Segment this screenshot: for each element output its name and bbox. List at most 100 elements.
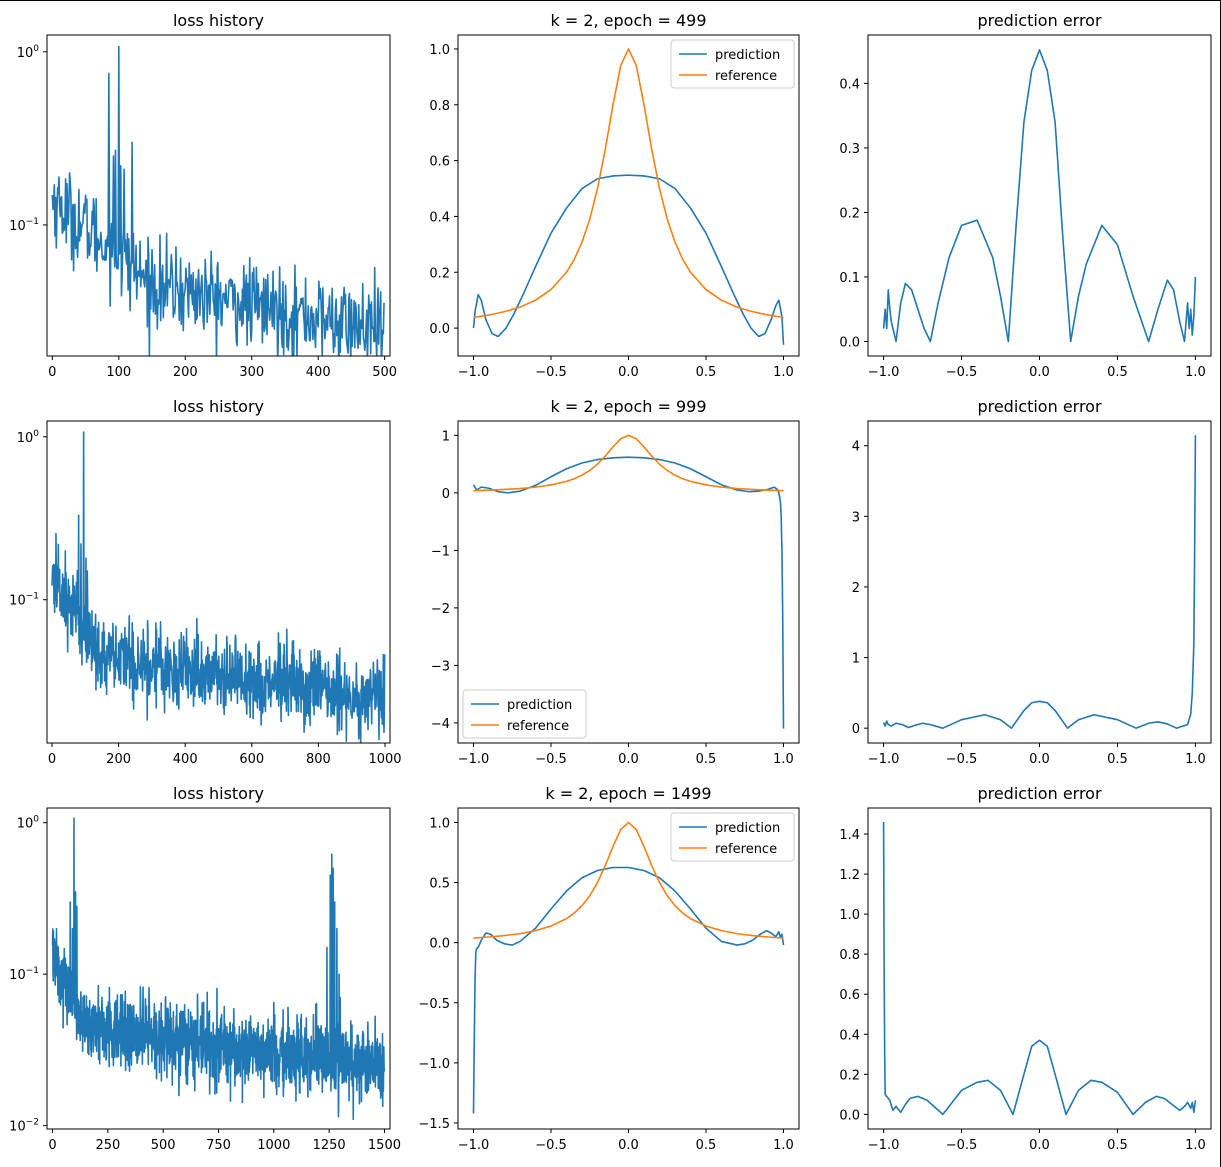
y-tick-label: 1.0: [429, 43, 450, 58]
axes-frame: [46, 807, 391, 1130]
error-series-line: [882, 49, 1197, 343]
x-tick-label: 0.5: [1107, 1138, 1128, 1153]
x-tick-label: 0.0: [1029, 365, 1050, 380]
x-tick-label: 1000: [257, 1138, 290, 1153]
legend-box: [462, 689, 587, 739]
subplot-8: k = 2, epoch = 1499 −1.0 −0.5 0.0 0.5 1.0 −1.5…: [418, 784, 800, 1153]
x-tick-label: 1.0: [1185, 365, 1206, 380]
y-tick-label: 4: [852, 440, 860, 455]
x-tick-label: −0.5: [946, 1138, 978, 1153]
reference-series-line: [473, 821, 784, 939]
prediction-series-line: [472, 866, 785, 1114]
x-tick-label: 1500: [368, 1138, 401, 1153]
y-tick-label: 3: [852, 510, 860, 525]
x-tick-label: 0.5: [1107, 752, 1128, 767]
y-tick-label: 10−1: [9, 966, 39, 983]
subplot-title: k = 2, epoch = 999: [550, 397, 706, 416]
x-tick-label: 0.0: [618, 1138, 639, 1153]
axes-frame: [867, 807, 1212, 1130]
axes-frame: [867, 420, 1212, 744]
x-tick-label: 100: [106, 365, 131, 380]
subplot-title: prediction error: [977, 397, 1102, 416]
x-tick-label: −1.0: [868, 365, 900, 380]
x-tick-label: 1.0: [1185, 1138, 1206, 1153]
y-tick-label: −1: [431, 544, 450, 559]
y-tick-label: 1: [442, 429, 450, 444]
subplot-4: loss history 0 200 400 600 800 1000 100 10−1: [9, 397, 401, 767]
x-tick-label: −1.0: [458, 365, 490, 380]
x-tick-label: 0.0: [618, 365, 639, 380]
y-tick-label: 0: [442, 487, 450, 502]
subplot-title: k = 2, epoch = 499: [550, 11, 706, 30]
y-tick-label: 2: [852, 581, 860, 596]
x-tick-label: 1250: [313, 1138, 346, 1153]
x-tick-label: −1.0: [458, 1138, 490, 1153]
x-tick-label: 400: [306, 365, 331, 380]
x-tick-label: 200: [106, 752, 131, 767]
y-tick-label: 10−1: [9, 217, 39, 234]
reference-series-line: [473, 48, 784, 319]
subplot-3: prediction error −1.0 −0.5 0.0 0.5 1.0 0.0 0.1 0…: [839, 11, 1212, 380]
y-tick-label: 0.6: [839, 988, 860, 1003]
legend: prediction reference: [462, 689, 587, 739]
axes-frame: [46, 420, 391, 744]
x-tick-label: −0.5: [946, 752, 978, 767]
y-tick-label: 0.0: [839, 1108, 860, 1123]
subplot-title: k = 2, epoch = 1499: [545, 784, 711, 803]
y-tick-label: 1.0: [839, 908, 860, 923]
x-tick-label: 1.0: [1185, 752, 1206, 767]
y-tick-label: 0.2: [839, 206, 860, 221]
x-tick-label: 0.5: [1107, 365, 1128, 380]
y-tick-label: 0.5: [429, 877, 450, 892]
prediction-series-line: [472, 174, 785, 345]
x-tick-label: −1.0: [868, 752, 900, 767]
legend-label-prediction: prediction: [507, 698, 572, 713]
y-tick-label: 0.0: [429, 322, 450, 337]
loss-series-line: [51, 45, 385, 356]
x-tick-label: 0.0: [1029, 1138, 1050, 1153]
x-tick-label: 0.5: [696, 752, 717, 767]
y-tick-label: −1.0: [418, 1057, 450, 1072]
y-tick-label: 0.4: [429, 210, 450, 225]
x-tick-label: 500: [372, 365, 397, 380]
axes-frame: [457, 807, 800, 1130]
subplot-6: prediction error −1.0 −0.5 0.0 0.5 1.0 0 1 2 3 4: [852, 397, 1212, 767]
legend: prediction reference: [670, 812, 795, 862]
y-tick-label: 0.6: [429, 155, 450, 170]
y-tick-label: −3: [431, 659, 450, 674]
y-tick-label: −4: [431, 717, 450, 732]
x-tick-label: 600: [239, 752, 264, 767]
error-series-line: [882, 435, 1197, 729]
x-tick-label: 500: [151, 1138, 176, 1153]
subplot-title: loss history: [173, 397, 264, 416]
reference-series-line: [473, 434, 784, 492]
y-tick-label: 0.4: [839, 77, 860, 92]
x-tick-label: −1.0: [868, 1138, 900, 1153]
legend-label-prediction: prediction: [715, 821, 780, 836]
y-tick-label: −1.5: [418, 1117, 450, 1132]
error-series-line: [882, 822, 1197, 1116]
subplot-5: k = 2, epoch = 999 −1.0 −0.5 0.0 0.5 1.0 −4 −3 −…: [431, 397, 800, 767]
y-tick-label: 0.4: [839, 1028, 860, 1043]
x-tick-label: 0: [48, 365, 56, 380]
y-tick-label: 0.2: [839, 1068, 860, 1083]
y-tick-label: 0.8: [839, 948, 860, 963]
legend: prediction reference: [670, 39, 795, 89]
y-tick-label: 1.4: [839, 828, 860, 843]
x-tick-label: −0.5: [946, 365, 978, 380]
x-tick-label: 800: [306, 752, 331, 767]
x-tick-label: −0.5: [535, 365, 567, 380]
axes-frame: [46, 34, 391, 357]
axes-frame: [867, 34, 1212, 357]
y-tick-label: 0.0: [429, 937, 450, 952]
legend-box: [670, 812, 795, 862]
x-tick-label: 300: [239, 365, 264, 380]
x-tick-label: −0.5: [535, 1138, 567, 1153]
axes-frame: [457, 34, 800, 357]
x-tick-label: 0.5: [696, 365, 717, 380]
subplot-title: prediction error: [977, 11, 1102, 30]
y-tick-label: 0.3: [839, 142, 860, 157]
legend-label-prediction: prediction: [715, 48, 780, 63]
x-tick-label: 250: [95, 1138, 120, 1153]
